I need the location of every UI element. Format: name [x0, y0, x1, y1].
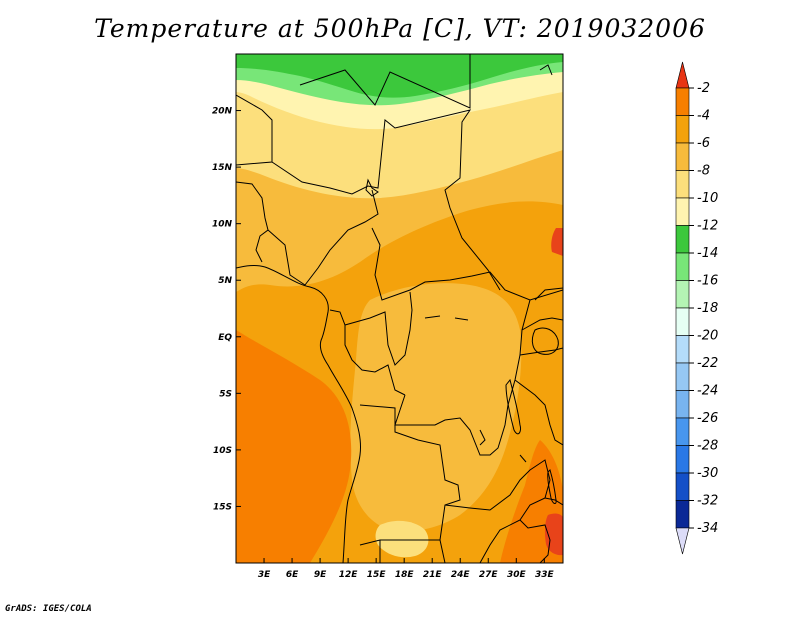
- border-cameroon: [329, 291, 413, 366]
- band-10-8-south: [375, 520, 429, 558]
- y-tick-label: EQ: [218, 333, 232, 343]
- x-tick-label: 6E: [286, 570, 299, 580]
- colorbar: -2 -4 -6 -8 -10 -12 -14 -16 -18 -20 -22 -24 -26 -28 -3…: [675, 61, 718, 555]
- border-congo: [344, 325, 406, 396]
- x-tick-label: 18E: [395, 570, 415, 580]
- y-tick-label: 5N: [218, 276, 232, 286]
- colorbar-label: -20: [697, 329, 718, 344]
- y-tick-label: 10S: [213, 446, 232, 456]
- grads-credit: GrADS: IGES/COLA: [5, 604, 92, 614]
- colorbar-label: -26: [697, 411, 718, 426]
- x-tick-label: 30E: [507, 570, 527, 580]
- coastline: [236, 264, 361, 563]
- x-tick-label: 24E: [451, 570, 471, 580]
- border-sahel: [236, 181, 269, 263]
- colorbar-segment: [675, 87, 690, 116]
- colorbar-label: -4: [697, 109, 710, 124]
- band-8-6-south: [350, 283, 522, 532]
- colorbar-segment: [675, 445, 690, 474]
- colorbar-segment: [675, 417, 690, 446]
- colorbar-segment: [675, 170, 690, 199]
- x-tick-label: 15E: [367, 570, 387, 580]
- borders: [236, 54, 563, 563]
- colorbar-label: -22: [697, 356, 718, 371]
- colorbar-label: -14: [697, 246, 718, 261]
- border-nw: [299, 54, 471, 109]
- lake-small-2: [479, 429, 527, 463]
- colorbar-segment: [675, 252, 690, 281]
- band-4-2-west: [236, 330, 352, 563]
- border-namibia: [379, 539, 446, 563]
- border-mozambique: [519, 497, 563, 563]
- lake-malawi: [547, 469, 557, 504]
- colorbar-bottom-arrow: [675, 527, 690, 555]
- colorbar-segment: [675, 335, 690, 364]
- border-drc: [394, 299, 531, 456]
- border-niger-chad: [271, 109, 501, 291]
- colorbar-label: -28: [697, 439, 718, 454]
- colorbar-label: -34: [697, 521, 718, 536]
- y-tick-label: 15S: [213, 502, 232, 512]
- border-car: [371, 227, 563, 301]
- colorbar-segment: [675, 197, 690, 226]
- y-axis: 20N 15N 10N 5N EQ 5S 10S 15S: [212, 107, 241, 512]
- y-tick-label: 5S: [219, 389, 232, 399]
- x-axis: 3E 6E 9E 12E 15E 18E 21E 24E 27E 30E 33E: [258, 558, 555, 580]
- colorbar-segment: [675, 390, 690, 419]
- y-tick-label: 10N: [212, 220, 233, 230]
- border-zambia: [444, 459, 551, 563]
- colorbar-segment: [675, 472, 690, 501]
- temperature-field: [236, 54, 563, 563]
- lake-chad: [365, 178, 379, 197]
- y-tick-label: 15N: [212, 163, 233, 173]
- colorbar-label: -2: [697, 81, 710, 96]
- x-tick-label: 27E: [479, 570, 499, 580]
- band-gt2-east: [551, 228, 563, 256]
- border-nw2: [236, 94, 273, 166]
- x-tick-label: 3E: [258, 570, 271, 580]
- colorbar-label: -6: [697, 136, 710, 151]
- lake-victoria: [531, 327, 559, 355]
- colorbar-label: -32: [697, 494, 718, 509]
- colorbar-segment: [675, 307, 690, 336]
- colorbar-segment: [675, 225, 690, 254]
- border-east: [521, 287, 563, 331]
- colorbar-label: -18: [697, 301, 718, 316]
- x-tick-label: 9E: [314, 570, 327, 580]
- colorbar-segment: [675, 362, 690, 391]
- map-title: Temperature at 500hPa [C], VT: 201903200…: [94, 14, 706, 43]
- border-nigeria: [267, 189, 379, 286]
- colorbar-label: -8: [697, 164, 710, 179]
- x-tick-label: 33E: [535, 570, 555, 580]
- colorbar-label: -24: [697, 384, 718, 399]
- x-tick-label: 12E: [339, 570, 359, 580]
- map-frame: [235, 53, 564, 564]
- border-east2: [514, 347, 563, 446]
- colorbar-label: -10: [697, 191, 718, 206]
- x-tick-label: 21E: [423, 570, 443, 580]
- lake-small-1: [424, 315, 469, 321]
- colorbar-label: -30: [697, 466, 718, 481]
- border-angola: [359, 404, 461, 546]
- river-east: [539, 64, 553, 76]
- lake-tanganyika: [505, 378, 521, 435]
- colorbar-top-arrow: [675, 61, 690, 89]
- colorbar-segment: [675, 115, 690, 144]
- colorbar-segment: [675, 142, 690, 171]
- colorbar-segment: [675, 280, 690, 309]
- y-tick-label: 20N: [212, 107, 233, 117]
- colorbar-segment: [675, 500, 690, 529]
- colorbar-label: -12: [697, 219, 718, 234]
- colorbar-label: -16: [697, 274, 718, 289]
